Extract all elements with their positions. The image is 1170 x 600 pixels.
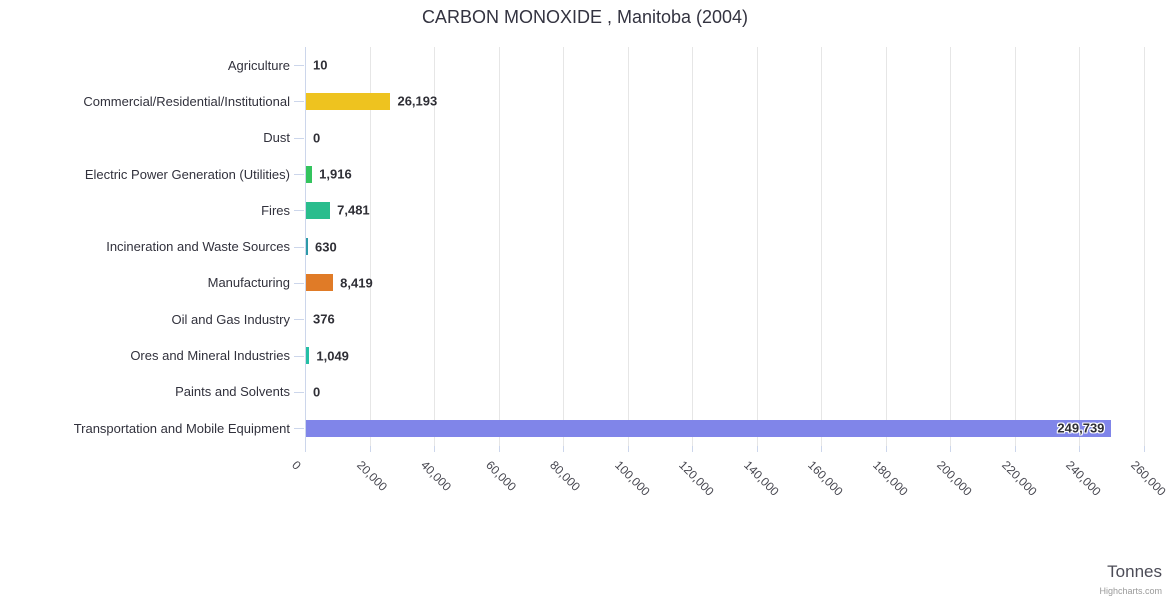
category-label: Fires [261,202,290,218]
gridline [756,47,758,447]
x-axis-tick [756,446,758,453]
gridline [885,47,887,447]
bar[interactable] [306,274,334,292]
x-axis-tick [821,446,822,453]
value-label: 10 [313,57,328,73]
category-label: Ores and Mineral Industries [130,348,290,364]
gridline [627,47,629,447]
x-tick-label: 240,000 [1063,458,1104,499]
gridline [692,47,693,447]
category-tick [294,65,304,67]
value-label: 630 [315,239,337,255]
category-label: Dust [263,130,290,146]
category-label: Oil and Gas Industry [171,311,291,327]
category-tick [294,355,304,357]
value-label: 1,049 [316,348,349,364]
category-tick [294,137,304,139]
x-tick-label: 220,000 [998,458,1040,499]
value-label: 376 [313,311,335,327]
gridline [369,47,371,447]
value-label: 1,916 [319,166,352,182]
x-tick-label: 120,000 [676,458,717,499]
category-tick [294,391,304,393]
value-label: 8,419 [340,275,373,291]
category-label: Incineration and Waste Sources [106,239,290,255]
value-label: 0 [313,384,321,400]
gridline [821,47,822,447]
highcharts-credits-link[interactable]: Highcharts.com [1099,586,1162,596]
value-label: 249,739 [1057,420,1105,436]
x-axis-tick [885,446,887,453]
bar[interactable] [306,92,391,110]
category-label: Agriculture [227,57,290,73]
category-label: Commercial/Residential/Institutional [83,93,290,109]
x-axis-tick [434,446,435,453]
x-axis-tick [950,446,951,453]
x-axis-title: Tonnes [1107,562,1162,581]
bar[interactable] [306,201,331,219]
value-label: 7,481 [337,202,370,218]
x-tick-label: 160,000 [805,458,846,499]
x-axis-tick [1014,446,1016,453]
x-tick-label: 60,000 [482,458,519,495]
x-tick-label: 260,000 [1127,458,1169,499]
x-tick-label: 180,000 [869,458,911,499]
category-tick [294,282,304,284]
x-axis-tick [1079,446,1080,453]
category-label: Manufacturing [207,275,290,291]
gridline [1014,47,1016,447]
value-label: 26,193 [397,93,438,109]
x-axis-tick [305,446,306,453]
value-label: 0 [313,130,321,146]
category-axis-line [305,47,306,453]
category-tick [294,101,304,103]
x-tick-label: 80,000 [547,458,583,495]
gridline [1079,47,1080,447]
category-tick [294,428,304,430]
x-axis-tick [627,446,629,453]
x-axis-tick [1143,446,1145,453]
bar[interactable] [306,347,310,365]
bar[interactable] [306,165,313,183]
gridline [434,47,435,447]
category-tick [294,246,304,248]
category-tick [294,174,304,176]
gridline [563,47,564,447]
gridline [950,47,951,447]
gridline [498,47,500,447]
x-axis-tick [369,446,371,453]
category-label: Electric Power Generation (Utilities) [84,166,290,182]
gridline [1143,47,1145,447]
x-tick-label: 200,000 [934,458,975,499]
category-tick [294,319,304,321]
category-tick [294,210,304,212]
x-tick-label: 0 [289,458,304,473]
category-label: Transportation and Mobile Equipment [73,420,290,436]
x-tick-label: 100,000 [611,458,653,499]
x-axis-tick [692,446,693,453]
category-label: Paints and Solvents [175,384,290,400]
x-axis-tick [563,446,564,453]
x-tick-label: 20,000 [353,458,390,495]
x-axis-tick [498,446,500,453]
x-tick-label: 140,000 [740,458,782,499]
chart-title: CARBON MONOXIDE , Manitoba (2004) [421,7,749,27]
bar[interactable] [306,419,1112,437]
bar[interactable] [306,238,309,256]
x-tick-label: 40,000 [418,458,454,495]
